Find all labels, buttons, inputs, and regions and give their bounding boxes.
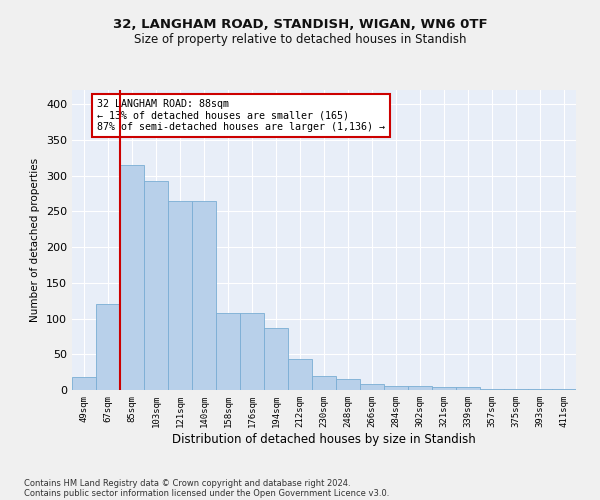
Bar — [288, 358, 312, 390]
Bar — [552, 388, 576, 390]
Bar — [360, 384, 384, 390]
Bar — [120, 165, 144, 390]
Bar — [408, 386, 432, 390]
Text: 32 LANGHAM ROAD: 88sqm
← 13% of detached houses are smaller (165)
87% of semi-de: 32 LANGHAM ROAD: 88sqm ← 13% of detached… — [97, 99, 385, 132]
Text: Contains public sector information licensed under the Open Government Licence v3: Contains public sector information licen… — [24, 489, 389, 498]
Bar — [72, 377, 96, 390]
X-axis label: Distribution of detached houses by size in Standish: Distribution of detached houses by size … — [172, 432, 476, 446]
Bar — [168, 200, 192, 390]
Text: Size of property relative to detached houses in Standish: Size of property relative to detached ho… — [134, 32, 466, 46]
Text: Contains HM Land Registry data © Crown copyright and database right 2024.: Contains HM Land Registry data © Crown c… — [24, 479, 350, 488]
Bar — [216, 313, 240, 390]
Bar — [144, 182, 168, 390]
Bar — [96, 304, 120, 390]
Bar — [456, 387, 480, 390]
Text: 32, LANGHAM ROAD, STANDISH, WIGAN, WN6 0TF: 32, LANGHAM ROAD, STANDISH, WIGAN, WN6 0… — [113, 18, 487, 30]
Bar — [384, 386, 408, 390]
Bar — [264, 328, 288, 390]
Bar — [480, 388, 504, 390]
Bar — [240, 313, 264, 390]
Bar — [432, 387, 456, 390]
Bar — [312, 376, 336, 390]
Bar — [192, 200, 216, 390]
Bar — [504, 388, 528, 390]
Bar — [336, 380, 360, 390]
Y-axis label: Number of detached properties: Number of detached properties — [31, 158, 40, 322]
